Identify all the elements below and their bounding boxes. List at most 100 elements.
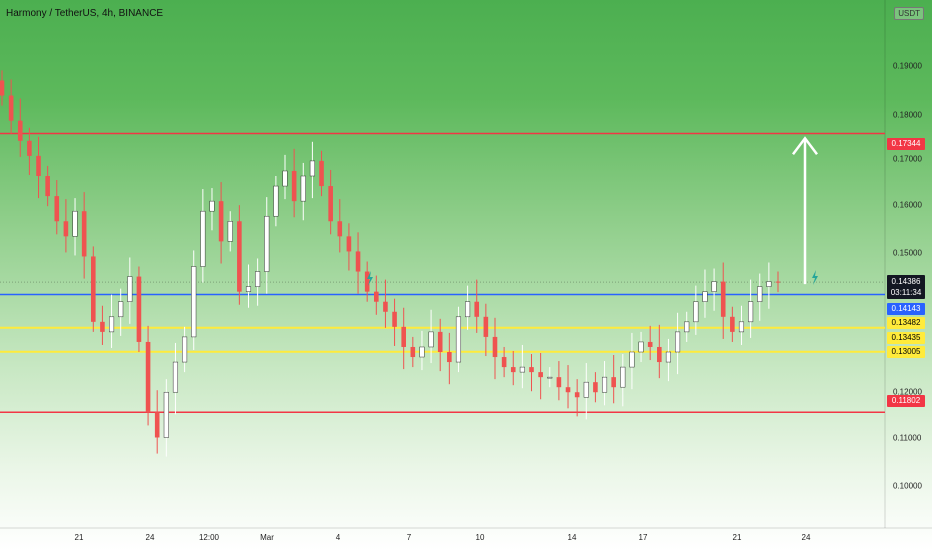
candle-bear — [291, 170, 297, 202]
time-tick: 4 — [335, 533, 341, 542]
price-tick: 0.18000 — [893, 110, 922, 120]
candle-bull — [109, 316, 115, 333]
candle-bear — [237, 221, 242, 292]
time-tick: 7 — [406, 533, 412, 542]
candle-bull — [264, 215, 270, 272]
candle-bull — [738, 321, 745, 333]
candle-bear — [392, 311, 397, 327]
candle-bull — [309, 160, 315, 177]
candle-bull — [629, 351, 635, 368]
candle-bull — [273, 185, 279, 217]
candle-bear — [383, 301, 388, 312]
candle-bear — [401, 326, 406, 347]
candle-bear — [720, 281, 726, 317]
candle-bear — [374, 291, 379, 302]
candle-bear — [54, 196, 60, 222]
candle-bull — [419, 346, 425, 358]
candle-bear — [364, 271, 370, 292]
currency-button[interactable]: USDT — [894, 7, 924, 20]
candle-bull — [200, 210, 206, 267]
price-tag-blue-level: 0.14143 — [887, 303, 925, 315]
candle-bear — [474, 301, 480, 317]
candle-bear — [145, 341, 151, 413]
price-tick: 0.11000 — [893, 433, 922, 443]
candle-bull — [665, 351, 671, 363]
candle-bear — [657, 346, 662, 363]
candle-bear — [529, 367, 534, 373]
candle-bull — [702, 291, 708, 302]
time-tick: 24 — [801, 533, 811, 542]
time-tick: 21 — [732, 533, 742, 542]
target-arrow-head — [792, 136, 818, 156]
price-tag-yellow-level: 0.13435 — [887, 332, 925, 344]
price-tick: 0.16000 — [893, 200, 922, 210]
candle-bear — [100, 321, 105, 332]
candle-bear — [45, 176, 50, 197]
candle-bear — [355, 251, 361, 272]
price-tag-yellow-level: 0.13005 — [887, 346, 925, 358]
candle-bear — [565, 387, 571, 393]
candle-bear — [63, 221, 69, 237]
candle-bull — [519, 366, 525, 373]
candle-bear — [593, 382, 598, 393]
candle-bear — [556, 377, 562, 388]
candle-bull — [601, 376, 608, 393]
candle-bear — [510, 367, 516, 373]
price-tick: 0.19000 — [893, 61, 922, 71]
candle-bull — [127, 276, 133, 302]
price-tag-yellow-level: 0.13482 — [887, 317, 925, 329]
candle-bear — [27, 140, 32, 156]
candle-bear — [492, 336, 498, 358]
candle-bear — [647, 341, 653, 347]
candle-bull — [757, 286, 763, 302]
candle-bear — [218, 201, 224, 242]
candle-bear — [90, 256, 96, 322]
last-price-tag: 0.14386 03:11:34 — [887, 275, 925, 299]
candle-bear — [346, 236, 352, 252]
candle-bull — [245, 286, 252, 292]
candle-bear — [328, 186, 333, 222]
candle-bull — [693, 301, 699, 323]
candle-bull — [163, 391, 169, 438]
candle-bull — [547, 376, 553, 379]
candle-bull — [684, 321, 690, 333]
candle-bull — [300, 175, 306, 202]
candle-bull — [465, 301, 471, 318]
candle-bull — [172, 361, 179, 393]
time-tick: 14 — [567, 533, 577, 542]
candle-bull — [191, 266, 197, 338]
candle-bear — [319, 160, 324, 187]
candle-bull — [583, 381, 589, 398]
candle-bull — [72, 210, 78, 237]
candle-bear — [410, 346, 416, 358]
time-tick: 21 — [74, 533, 84, 542]
candle-bear — [136, 276, 142, 342]
price-tag-resistance: 0.17344 — [887, 138, 925, 150]
price-tick: 0.15000 — [893, 248, 922, 258]
time-tick: Mar — [260, 533, 274, 542]
candle-bull — [209, 200, 215, 212]
candle-bull — [455, 316, 462, 363]
candle-bull — [182, 336, 188, 363]
candle-bear — [483, 316, 489, 337]
candle-bear — [337, 221, 343, 237]
flash-icon — [812, 270, 818, 285]
candle-bear — [437, 331, 443, 352]
candle-bull — [638, 341, 644, 353]
bar-countdown: 03:11:34 — [890, 288, 922, 297]
candle-bear — [447, 352, 452, 363]
time-tick: 24 — [145, 533, 155, 542]
candle-bull — [620, 366, 626, 388]
candle-bear — [775, 281, 781, 283]
last-price: 0.14386 — [891, 277, 921, 286]
candle-bull — [227, 221, 233, 242]
time-tick: 12:00 — [198, 533, 220, 542]
candle-bear — [81, 211, 87, 257]
candle-bear — [154, 412, 160, 438]
time-tick: 17 — [638, 533, 648, 542]
candle-bull — [711, 281, 717, 292]
chart-title: Harmony / TetherUS, 4h, BINANCE — [6, 8, 164, 19]
candle-bear — [17, 120, 23, 141]
